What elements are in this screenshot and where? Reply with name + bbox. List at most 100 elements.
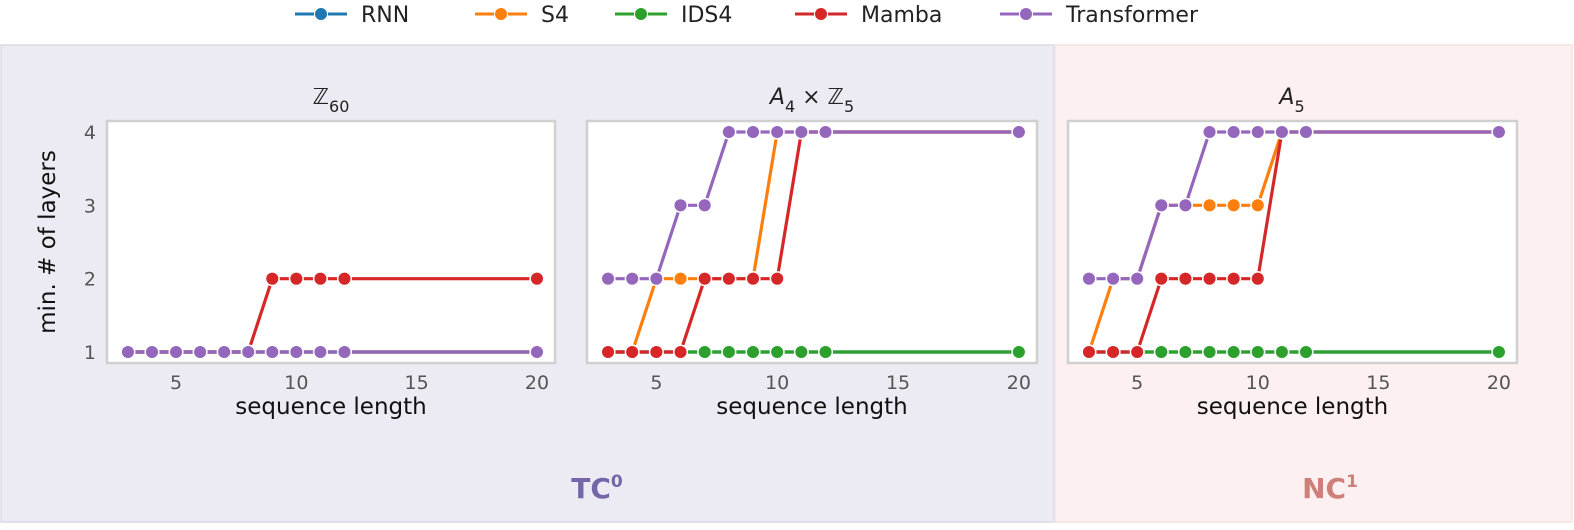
x-tick-label: 20 — [1487, 372, 1511, 394]
data-point — [721, 271, 737, 287]
plot-area — [585, 119, 1039, 365]
data-point — [1298, 124, 1314, 140]
data-point — [1081, 344, 1097, 360]
data-point — [1177, 197, 1193, 213]
data-point — [1298, 344, 1314, 360]
region-label: TC0 — [571, 472, 623, 505]
data-point — [1226, 344, 1242, 360]
y-axis-label: min. # of layers — [35, 150, 61, 334]
x-tick-label: 10 — [284, 372, 308, 394]
x-tick-label: 15 — [886, 372, 910, 394]
x-tick-label: 10 — [1246, 372, 1270, 394]
x-tick-label: 20 — [525, 372, 549, 394]
data-point — [1250, 124, 1266, 140]
series-transformer — [600, 124, 1027, 287]
series-transformer — [120, 344, 545, 360]
y-tick-label: 3 — [84, 195, 96, 217]
data-point — [1491, 124, 1507, 140]
x-axis-label: sequence length — [235, 394, 426, 420]
legend-marker — [814, 7, 828, 21]
data-point — [1226, 271, 1242, 287]
data-point — [721, 344, 737, 360]
data-point — [336, 344, 353, 360]
y-tick-label: 2 — [84, 269, 96, 291]
data-point — [817, 124, 834, 140]
data-point — [529, 271, 545, 287]
data-point — [216, 344, 232, 360]
data-point — [1177, 271, 1193, 287]
data-point — [1274, 344, 1290, 360]
data-point — [336, 271, 353, 287]
data-point — [600, 271, 616, 287]
data-point — [1250, 271, 1266, 287]
data-point — [793, 344, 809, 360]
legend-entry-mamba: Mamba — [795, 3, 942, 28]
panel-title: A5 — [1277, 85, 1304, 116]
data-point — [1153, 344, 1169, 360]
x-tick-label: 15 — [405, 372, 429, 394]
data-point — [1129, 344, 1145, 360]
legend-entry-transformer: Transformer — [1000, 3, 1199, 28]
legend-marker — [1019, 7, 1033, 21]
legend: RNN S4 IDS4 Mamba Transformer — [295, 3, 1199, 28]
legend-entry-s4: S4 — [475, 3, 569, 28]
data-point — [288, 271, 304, 287]
data-point — [1201, 271, 1218, 287]
data-point — [240, 344, 256, 360]
data-point — [1226, 197, 1242, 213]
data-point — [1081, 271, 1097, 287]
panel-title: A4 × ℤ5 — [768, 85, 854, 116]
data-point — [697, 197, 713, 213]
data-point — [769, 271, 785, 287]
panel-1: ℤ60 5 10 15 20 sequence length 1 2 3 4 min. # of l… — [35, 85, 557, 420]
legend-entry-ids4: IDS4 — [615, 3, 732, 28]
plot-area — [1066, 119, 1519, 365]
series-transformer — [1081, 124, 1507, 287]
x-tick-label: 5 — [170, 372, 182, 394]
x-axis-label: sequence length — [716, 394, 907, 420]
legend-label: S4 — [541, 3, 569, 28]
legend-marker — [634, 7, 648, 21]
panel-title: ℤ60 — [313, 85, 350, 116]
data-point — [168, 344, 184, 360]
data-point — [793, 124, 809, 140]
data-point — [745, 271, 761, 287]
x-tick-label: 5 — [650, 372, 662, 394]
data-point — [672, 344, 689, 360]
data-point — [1201, 197, 1218, 213]
data-point — [672, 197, 689, 213]
data-point — [288, 344, 304, 360]
legend-marker — [494, 7, 508, 21]
data-point — [1011, 124, 1027, 140]
data-point — [144, 344, 160, 360]
data-point — [1105, 344, 1121, 360]
data-point — [769, 124, 785, 140]
legend-label: RNN — [361, 3, 409, 28]
data-point — [648, 344, 664, 360]
data-point — [1250, 197, 1266, 213]
x-tick-label: 5 — [1131, 372, 1143, 394]
data-point — [120, 344, 136, 360]
y-tick-label: 4 — [84, 122, 96, 144]
data-point — [264, 344, 280, 360]
data-point — [1250, 344, 1266, 360]
data-point — [600, 344, 616, 360]
x-axis-label: sequence length — [1197, 394, 1388, 420]
legend-entry-rnn: RNN — [295, 3, 409, 28]
data-point — [1491, 344, 1507, 360]
x-tick-label: 10 — [765, 372, 789, 394]
plot-area — [105, 119, 557, 365]
data-point — [192, 344, 208, 360]
data-point — [264, 271, 280, 287]
data-point — [817, 344, 834, 360]
data-point — [697, 344, 713, 360]
panel-3: A5 5 10 15 20 sequence length — [1066, 85, 1519, 420]
legend-marker — [314, 7, 328, 21]
region-label: NC1 — [1302, 472, 1358, 505]
panel-2: A4 × ℤ5 5 10 15 20 sequence length — [585, 85, 1039, 420]
data-point — [1129, 271, 1145, 287]
legend-label: Transformer — [1065, 3, 1199, 28]
data-point — [721, 124, 737, 140]
legend-label: Mamba — [861, 3, 942, 28]
